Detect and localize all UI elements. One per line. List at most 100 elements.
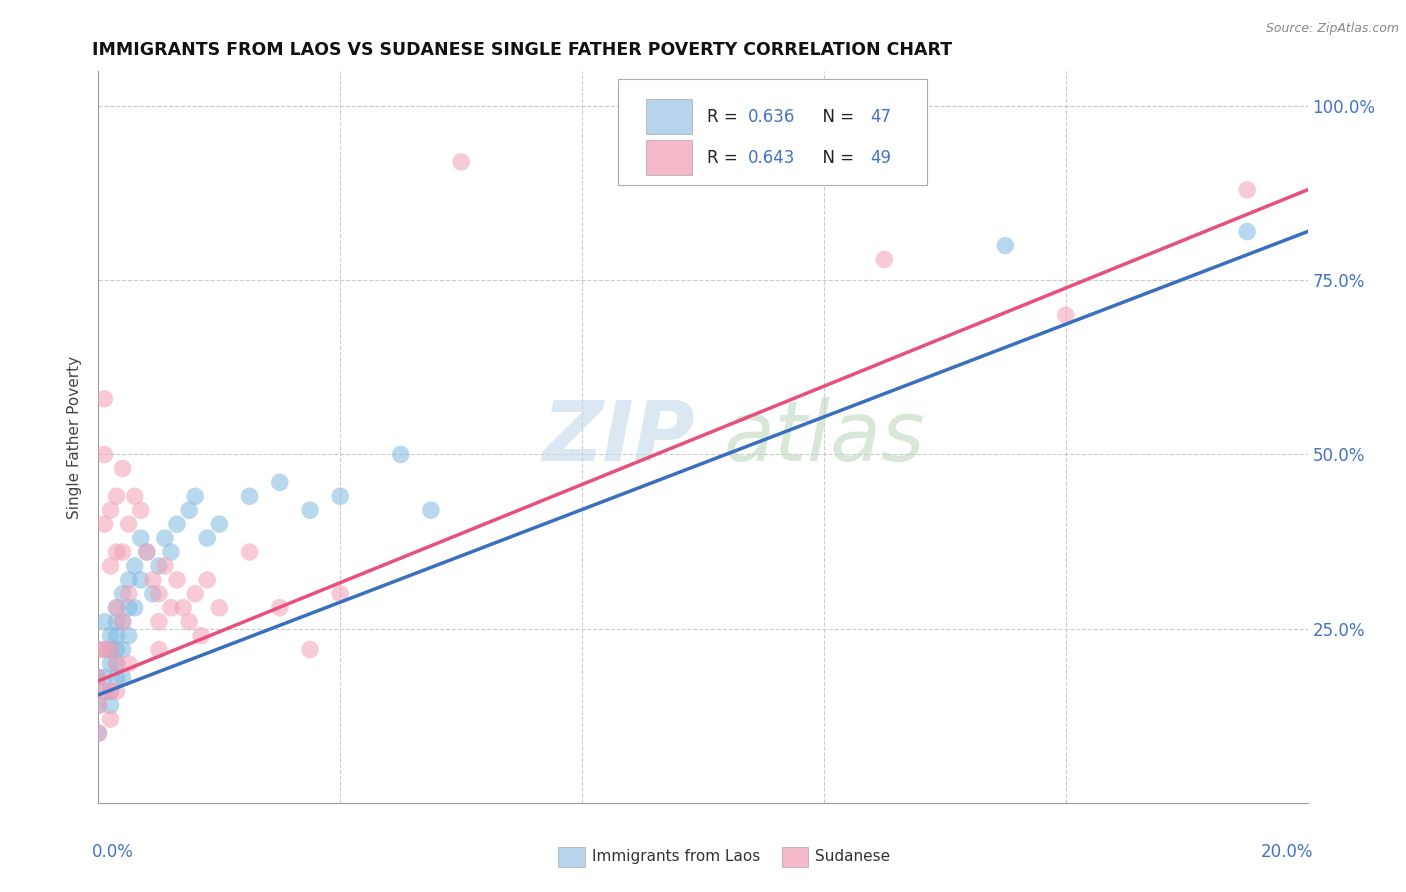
Point	[100, 503, 122, 517]
Point	[389, 448, 412, 462]
Text: IMMIGRANTS FROM LAOS VS SUDANESE SINGLE FATHER POVERTY CORRELATION CHART: IMMIGRANTS FROM LAOS VS SUDANESE SINGLE …	[93, 41, 952, 59]
Point	[208, 517, 231, 532]
Point	[135, 545, 157, 559]
Point	[93, 392, 115, 406]
Point	[105, 684, 128, 698]
Point	[994, 238, 1017, 252]
Point	[239, 545, 262, 559]
Point	[93, 615, 115, 629]
Point	[100, 629, 122, 643]
Point	[87, 642, 110, 657]
Point	[1236, 183, 1258, 197]
Point	[420, 503, 443, 517]
Point	[118, 629, 141, 643]
Point	[124, 600, 146, 615]
Point	[105, 600, 128, 615]
Point	[105, 489, 128, 503]
Point	[269, 600, 291, 615]
Point	[135, 545, 157, 559]
Point	[118, 587, 141, 601]
Point	[195, 531, 218, 545]
Point	[148, 642, 170, 657]
Point	[87, 670, 110, 684]
Text: 49: 49	[870, 149, 891, 167]
Point	[93, 670, 115, 684]
Point	[118, 657, 141, 671]
Point	[118, 573, 141, 587]
Point	[111, 670, 134, 684]
Point	[148, 558, 170, 573]
Point	[129, 573, 152, 587]
Point	[148, 587, 170, 601]
Text: R =: R =	[707, 149, 742, 167]
FancyBboxPatch shape	[647, 99, 692, 135]
Point	[179, 615, 201, 629]
Point	[299, 642, 322, 657]
Point	[179, 503, 201, 517]
Point	[100, 698, 122, 713]
Point	[87, 670, 110, 684]
Point	[87, 726, 110, 740]
Point	[329, 587, 352, 601]
Text: 0.636: 0.636	[748, 108, 796, 126]
Point	[124, 558, 146, 573]
Point	[100, 558, 122, 573]
Point	[166, 573, 188, 587]
Point	[190, 629, 212, 643]
Point	[129, 531, 152, 545]
Point	[1054, 308, 1077, 322]
Text: 47: 47	[870, 108, 891, 126]
Point	[100, 642, 122, 657]
Point	[100, 642, 122, 657]
Text: Immigrants from Laos: Immigrants from Laos	[592, 849, 761, 864]
Point	[111, 545, 134, 559]
Point	[105, 670, 128, 684]
Point	[111, 642, 134, 657]
Point	[100, 684, 122, 698]
Point	[93, 684, 115, 698]
Point	[111, 615, 134, 629]
Point	[93, 448, 115, 462]
Point	[105, 629, 128, 643]
Point	[93, 642, 115, 657]
Point	[172, 600, 194, 615]
Point	[105, 600, 128, 615]
Point	[166, 517, 188, 532]
Point	[111, 461, 134, 475]
Text: atlas: atlas	[723, 397, 925, 477]
Point	[100, 684, 122, 698]
Point	[87, 698, 110, 713]
Text: N =: N =	[811, 149, 859, 167]
Point	[129, 503, 152, 517]
Point	[299, 503, 322, 517]
Point	[105, 657, 128, 671]
Point	[269, 475, 291, 490]
Point	[87, 698, 110, 713]
Point	[184, 587, 207, 601]
Point	[160, 545, 183, 559]
Point	[148, 615, 170, 629]
Point	[142, 587, 165, 601]
Text: N =: N =	[811, 108, 859, 126]
Y-axis label: Single Father Poverty: Single Father Poverty	[67, 356, 83, 518]
Text: 0.643: 0.643	[748, 149, 796, 167]
Point	[184, 489, 207, 503]
Point	[100, 657, 122, 671]
Point	[239, 489, 262, 503]
Point	[93, 517, 115, 532]
Point	[105, 657, 128, 671]
FancyBboxPatch shape	[619, 78, 927, 185]
Point	[111, 587, 134, 601]
Point	[329, 489, 352, 503]
Point	[105, 545, 128, 559]
Text: R =: R =	[707, 108, 742, 126]
Text: Sudanese: Sudanese	[815, 849, 890, 864]
Point	[124, 489, 146, 503]
Point	[142, 573, 165, 587]
Point	[873, 252, 896, 267]
Point	[118, 517, 141, 532]
Point	[153, 558, 176, 573]
Point	[100, 712, 122, 726]
Text: 0.0%: 0.0%	[93, 843, 134, 861]
Text: Source: ZipAtlas.com: Source: ZipAtlas.com	[1265, 22, 1399, 36]
